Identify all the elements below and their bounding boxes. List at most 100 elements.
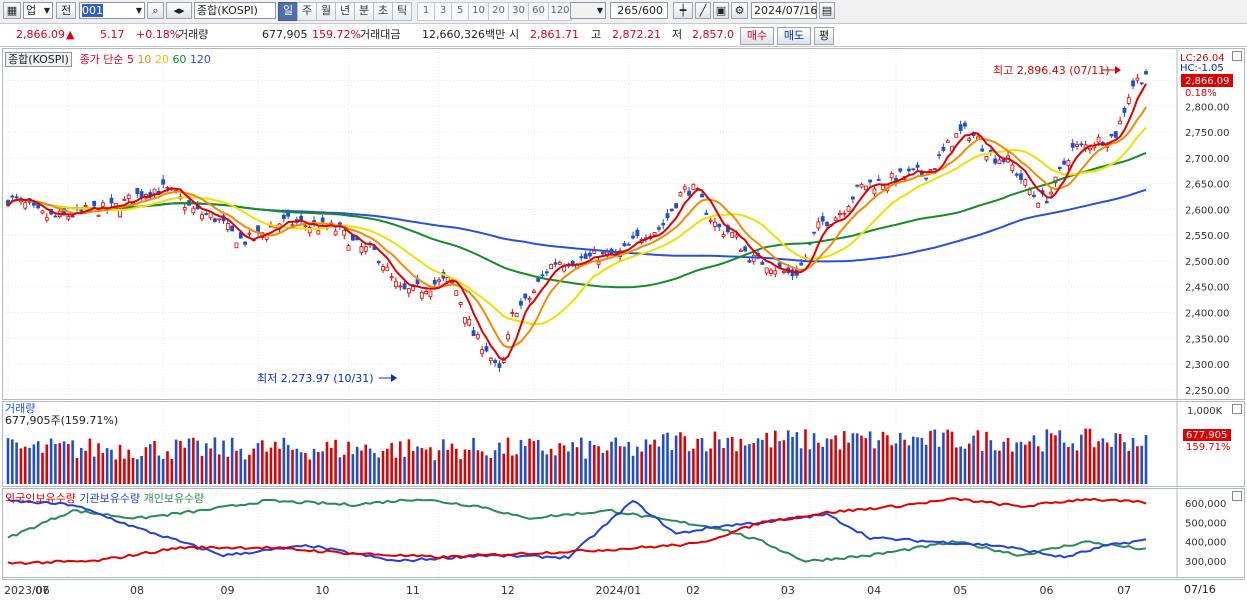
volume-bar <box>131 457 135 484</box>
candle-body <box>96 214 101 217</box>
volume-bar <box>666 432 669 484</box>
volume-bar <box>15 442 18 484</box>
volume-bar <box>200 455 204 484</box>
holdings-chart-panel[interactable]: 600,000 500,000 400,000 300,000 외국인보유수량 기관보… <box>2 488 1245 578</box>
high-value: 2,872.21 <box>612 28 661 41</box>
collapse-icon[interactable] <box>1232 491 1242 501</box>
volume-bar <box>334 439 337 484</box>
candle-body <box>1019 173 1023 180</box>
calendar-icon[interactable]: ▤ <box>819 2 835 19</box>
sell-button[interactable]: 매도 <box>777 27 811 45</box>
candle-body <box>592 250 597 254</box>
buy-button[interactable]: 매수 <box>740 27 774 45</box>
period-tab[interactable]: 분 <box>354 2 374 21</box>
volume-bar <box>54 443 57 484</box>
period-tab[interactable]: 초 <box>373 2 393 21</box>
interval-button[interactable]: 60 <box>528 2 549 21</box>
volume-bar <box>506 437 510 484</box>
volume-bar <box>993 450 997 484</box>
candle-body <box>100 202 105 207</box>
volume-bar <box>834 435 837 484</box>
interval-button[interactable]: 20 <box>488 2 509 21</box>
candle-body <box>635 229 640 237</box>
gear-icon[interactable]: ⚙ <box>731 2 748 19</box>
eval-button[interactable]: 평 <box>814 27 834 45</box>
interval-button[interactable]: 1 <box>417 2 435 21</box>
candle-body <box>333 230 338 236</box>
candle-body <box>971 134 976 137</box>
candle-body <box>376 260 381 264</box>
volume-bar <box>1110 446 1113 484</box>
candle-body <box>850 196 855 200</box>
volume-bar <box>351 454 355 484</box>
volume-bar <box>161 458 165 484</box>
volume-bar <box>842 431 846 484</box>
save-icon[interactable]: ▣ <box>713 2 729 19</box>
candle-body <box>394 281 398 288</box>
volume-bar <box>989 440 993 484</box>
collapse-icon[interactable] <box>1232 51 1242 61</box>
holdings-y-tick: 300,000 <box>1185 557 1226 568</box>
candle-body <box>1113 131 1118 138</box>
candle-body <box>678 192 683 197</box>
volume-bar <box>338 457 342 484</box>
change-value: 5.17 <box>100 28 125 41</box>
period-tab[interactable]: 월 <box>316 2 336 21</box>
volume-bar <box>390 442 393 484</box>
volume-bar <box>851 433 855 484</box>
prev-button[interactable]: 전 <box>56 2 76 19</box>
candle-body <box>281 214 286 219</box>
market-select[interactable]: 업 ▼ <box>23 2 53 19</box>
volume-chart-panel[interactable]: 1,000K 677,905 159.71% 거래량 677,905주(159.… <box>2 401 1245 487</box>
volume-bar <box>196 440 199 484</box>
candle-body <box>868 179 873 183</box>
candle-body <box>760 261 765 265</box>
chevron-down-icon: ▼ <box>596 6 603 15</box>
low-value: 2,857.0 <box>692 28 734 41</box>
code-input[interactable]: 001 ▼ <box>79 2 145 19</box>
volume-bar <box>317 452 320 484</box>
volume-bar <box>110 449 113 484</box>
volume-bar <box>1054 435 1057 484</box>
x-axis-label: 06 <box>1040 584 1054 597</box>
search-icon[interactable]: ⌕ <box>147 2 164 19</box>
period-tab[interactable]: 주 <box>297 2 317 21</box>
interval-button[interactable]: 10 <box>468 2 489 21</box>
volume-bar <box>489 457 493 484</box>
chart-type-icon[interactable]: ┿ <box>673 2 693 19</box>
volume-bar <box>97 443 100 484</box>
interval-button[interactable]: 5 <box>451 2 469 21</box>
volume-bar <box>683 436 687 484</box>
volume-bar <box>890 445 893 484</box>
volume-bar <box>282 437 286 484</box>
sound-icon[interactable]: ◂▸ <box>166 2 192 19</box>
volume-bar <box>256 443 260 484</box>
interval-button[interactable]: 120 <box>548 2 572 21</box>
date-field[interactable]: 2024/07/16 <box>751 2 817 19</box>
volume-bar <box>743 445 747 484</box>
volume-bar <box>860 435 863 484</box>
price-legend[interactable]: 종합(KOSPI) 종가 단순 5 10 20 60 120 <box>5 51 211 67</box>
interval-select[interactable]: ▼ <box>570 2 606 19</box>
draw-icon[interactable]: ╱ <box>695 2 711 19</box>
count-field[interactable]: 265/600 <box>610 2 668 19</box>
period-tab[interactable]: 년 <box>335 2 355 21</box>
period-tab[interactable]: 일 <box>278 2 298 21</box>
volume-bar <box>32 444 36 484</box>
volume-bar <box>28 447 31 484</box>
period-tab[interactable]: 틱 <box>392 2 412 21</box>
volume-bar <box>312 448 316 484</box>
price-chart-panel[interactable]: 2,850.002,800.002,750.002,700.002,650.00… <box>2 48 1245 400</box>
candle-body <box>307 227 312 234</box>
x-axis-label: 08 <box>130 584 144 597</box>
interval-button[interactable]: 3 <box>434 2 452 21</box>
high-label: 고 <box>591 28 602 41</box>
layout-icon[interactable]: ▦ <box>3 2 21 19</box>
collapse-icon[interactable] <box>1232 404 1242 414</box>
candle-body <box>225 223 230 230</box>
candle-body <box>704 212 709 215</box>
volume-bar <box>269 447 273 484</box>
volume-bar <box>778 441 781 484</box>
candle-body <box>730 231 735 238</box>
interval-button[interactable]: 30 <box>508 2 529 21</box>
